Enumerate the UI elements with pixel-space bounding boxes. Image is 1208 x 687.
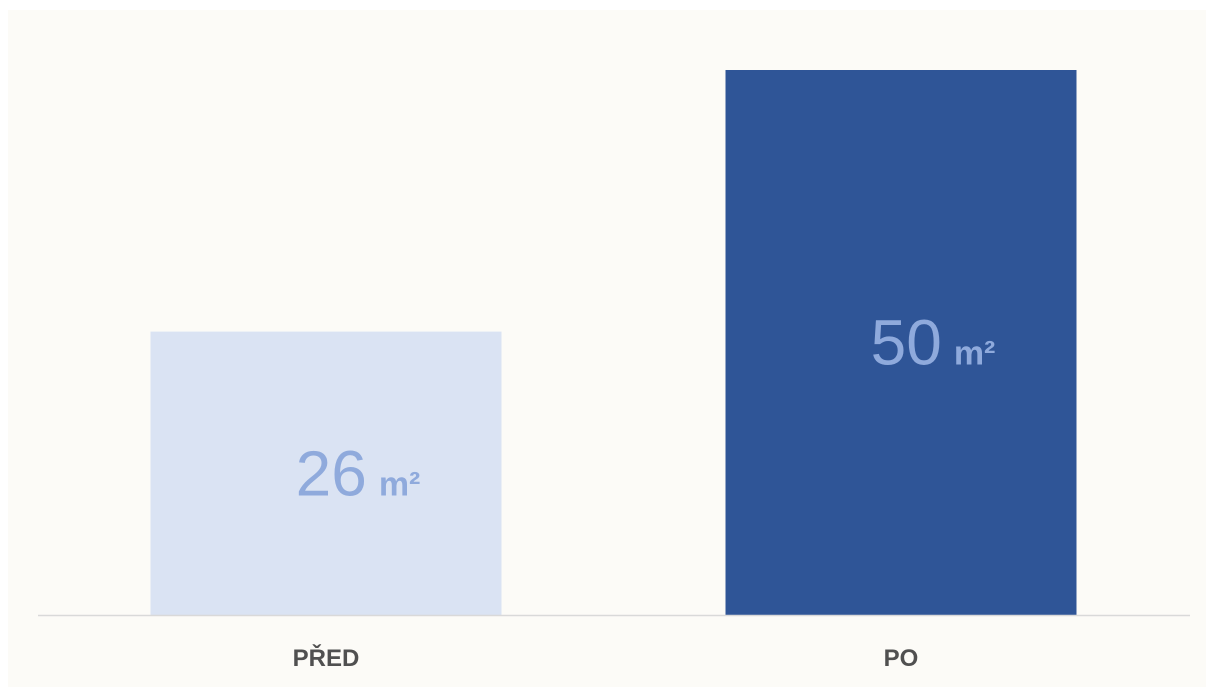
labels-group: 26 m² PŘED 50 m² PO: [293, 307, 996, 673]
bar-1: [725, 70, 1077, 615]
value-unit-0: m²: [379, 465, 421, 503]
category-label-0: PŘED: [293, 644, 360, 672]
value-number-0: 26: [296, 437, 367, 509]
value-number-1: 50: [871, 307, 942, 379]
value-label-1: 50 m²: [871, 307, 996, 379]
value-label-0: 26 m²: [296, 437, 421, 509]
bars-group: [150, 70, 1077, 615]
category-label-1: PO: [884, 645, 919, 672]
bar-0: [150, 331, 502, 615]
value-unit-1: m²: [954, 335, 996, 373]
